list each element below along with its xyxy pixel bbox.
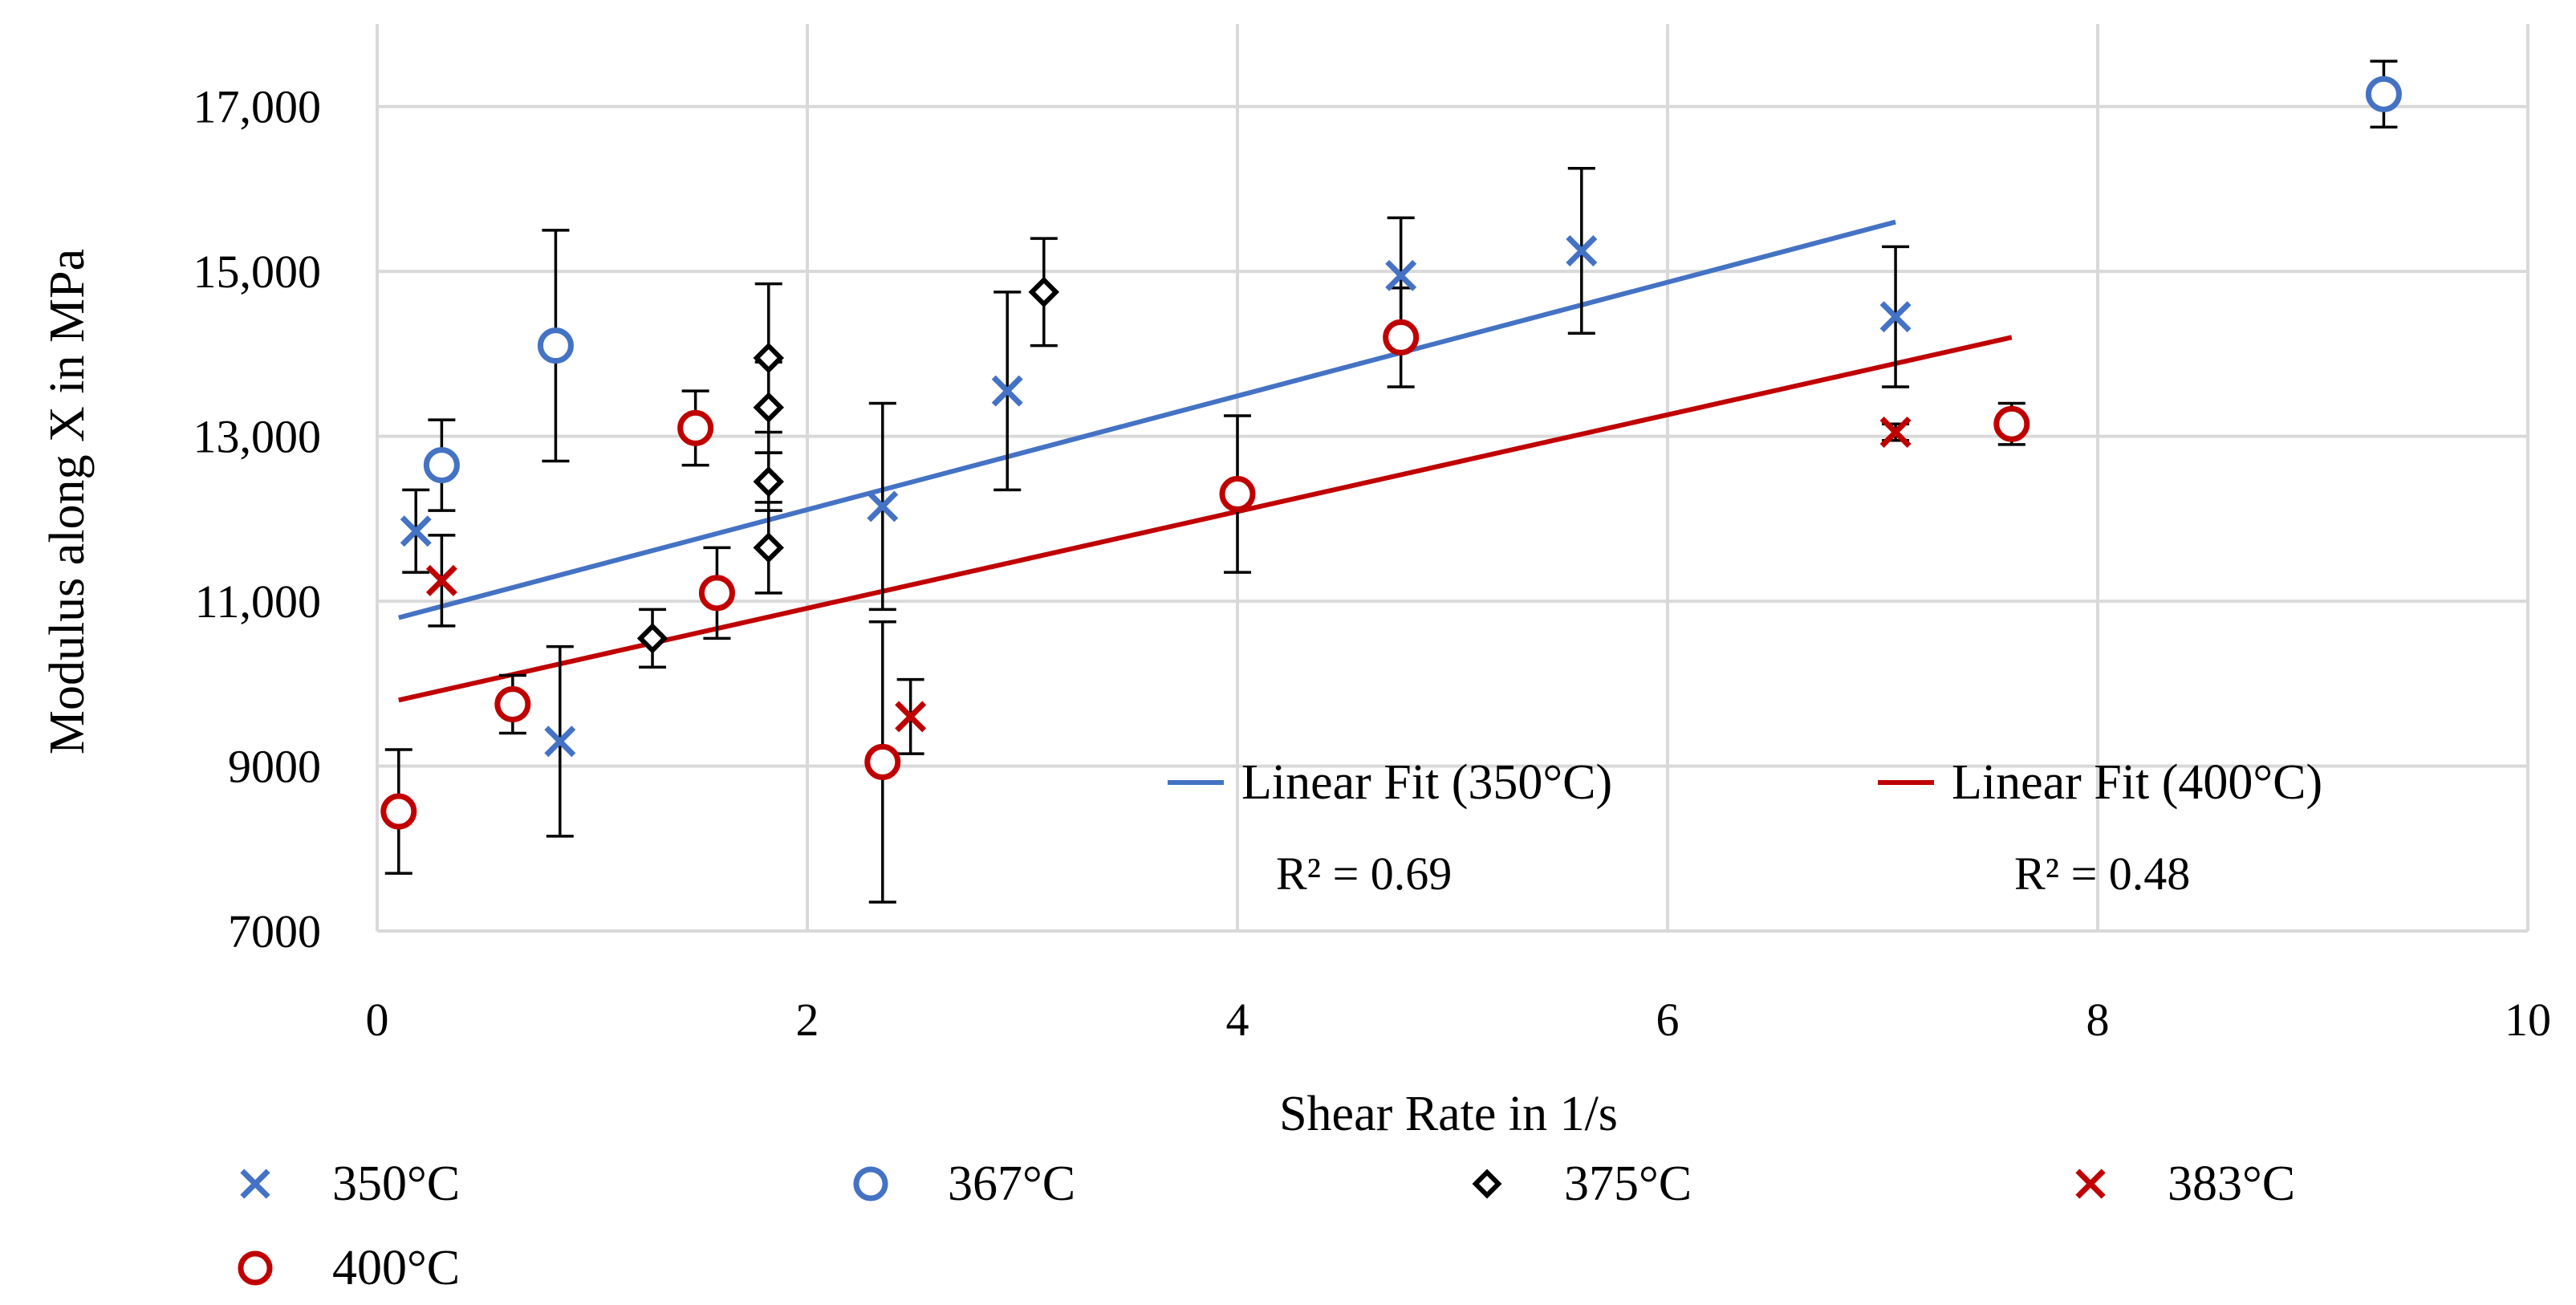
marker-circle [698,575,735,612]
marker-diamond [753,342,785,374]
legend-label: 367°C [948,1157,1075,1211]
point-383°C-2 [1879,417,1912,448]
marker-stroke [1879,417,1912,448]
marker-stroke [1385,259,1417,291]
fit-legend: Linear Fit (350°C) R² = 0.69 Linear Fit (4… [1168,755,2322,900]
point-350°C-5 [1566,235,1598,266]
series-legend: 350°C 367°C 375°C 383°C 400°C [238,1157,2295,1295]
point-400°C-6 [1383,319,1420,356]
point-400°C-5 [1219,476,1256,513]
legend-marker-0 [240,1169,270,1199]
point-375°C-2 [753,465,785,498]
marker-circle [677,409,714,446]
legend-marker-3 [2075,1169,2106,1199]
point-350°C-4 [1385,259,1417,291]
marker-diamond [753,392,785,423]
legend-marker-2 [1472,1169,1502,1199]
data-markers [380,75,2402,830]
point-367°C-0 [423,447,460,484]
point-350°C-6 [1879,301,1912,333]
x-tick-label: 4 [1226,994,1249,1046]
marker-diamond [1028,276,1060,308]
marker-diamond [1472,1169,1502,1199]
x-axis-label: Shear Rate in 1/s [1279,1087,1618,1141]
y-tick-label: 9000 [228,741,321,793]
legend-label: 383°C [2168,1157,2295,1211]
marker-circle [238,1250,273,1286]
y-axis-label: Modulus along X in MPa [40,249,95,754]
marker-stroke [1879,301,1912,333]
marker-circle [380,793,417,830]
marker-circle [853,1166,888,1201]
fit-legend-label: Linear Fit (400°C) [1952,755,2322,810]
marker-stroke [991,375,1023,407]
marker-circle [2365,75,2402,112]
x-tick-label: 8 [2086,994,2110,1046]
x-tick-labels: 0 2 4 6 8 10 [366,994,2552,1046]
fit-legend-label: Linear Fit (350°C) [1241,755,1612,810]
y-tick-label: 7000 [228,905,321,957]
x-tick-label: 2 [796,994,819,1046]
marker-circle [423,447,460,484]
marker-stroke [2075,1169,2106,1199]
legend-label: 350°C [332,1157,460,1211]
point-400°C-1 [494,686,531,722]
grid-lines [376,24,2529,933]
y-tick-label: 11,000 [195,575,321,628]
marker-stroke [1566,235,1598,266]
point-400°C-7 [1993,405,2030,442]
marker-circle [537,327,574,364]
marker-circle [1993,405,2030,442]
y-tick-label: 13,000 [193,411,322,463]
marker-circle [1383,319,1420,356]
marker-stroke [425,564,457,596]
marker-circle [1219,476,1256,513]
r-squared-label: R² = 0.69 [1276,848,1452,900]
point-375°C-0 [636,623,668,654]
point-375°C-1 [753,532,785,563]
point-400°C-2 [677,409,714,446]
marker-stroke [400,515,432,547]
legend-marker-4 [238,1250,273,1286]
marker-stroke [895,701,927,733]
point-383°C-0 [425,564,457,596]
marker-stroke [240,1169,270,1199]
y-tick-label: 15,000 [193,246,322,298]
fit-line-1 [398,335,2013,703]
y-tick-label: 17,000 [193,81,322,133]
point-383°C-1 [895,701,927,733]
fit-line-0 [398,219,1896,620]
point-350°C-0 [400,515,432,547]
point-400°C-0 [380,793,417,830]
fit-lines [398,219,2013,703]
marker-diamond [636,623,668,654]
x-tick-label: 10 [2505,994,2551,1046]
point-400°C-4 [864,743,901,780]
legend-label: 375°C [1564,1157,1692,1211]
x-tick-label: 6 [1656,994,1680,1046]
x-tick-label: 0 [366,994,389,1046]
y-tick-labels: 7000 9000 11,000 13,000 15,000 17,000 [193,81,322,957]
marker-stroke [867,490,899,522]
marker-diamond [753,532,785,563]
marker-circle [864,743,901,780]
r-squared-label: R² = 0.48 [2014,848,2190,900]
point-350°C-2 [867,490,899,522]
point-350°C-3 [991,375,1023,407]
point-375°C-4 [753,342,785,374]
marker-diamond [753,465,785,498]
legend-label: 400°C [332,1241,460,1295]
point-375°C-5 [1028,276,1060,308]
point-367°C-1 [537,327,574,364]
legend-marker-1 [853,1166,888,1201]
marker-circle [494,686,531,722]
point-400°C-3 [698,575,735,612]
point-367°C-2 [2365,75,2402,112]
point-350°C-1 [544,726,576,758]
point-375°C-3 [753,392,785,423]
marker-stroke [544,726,576,758]
